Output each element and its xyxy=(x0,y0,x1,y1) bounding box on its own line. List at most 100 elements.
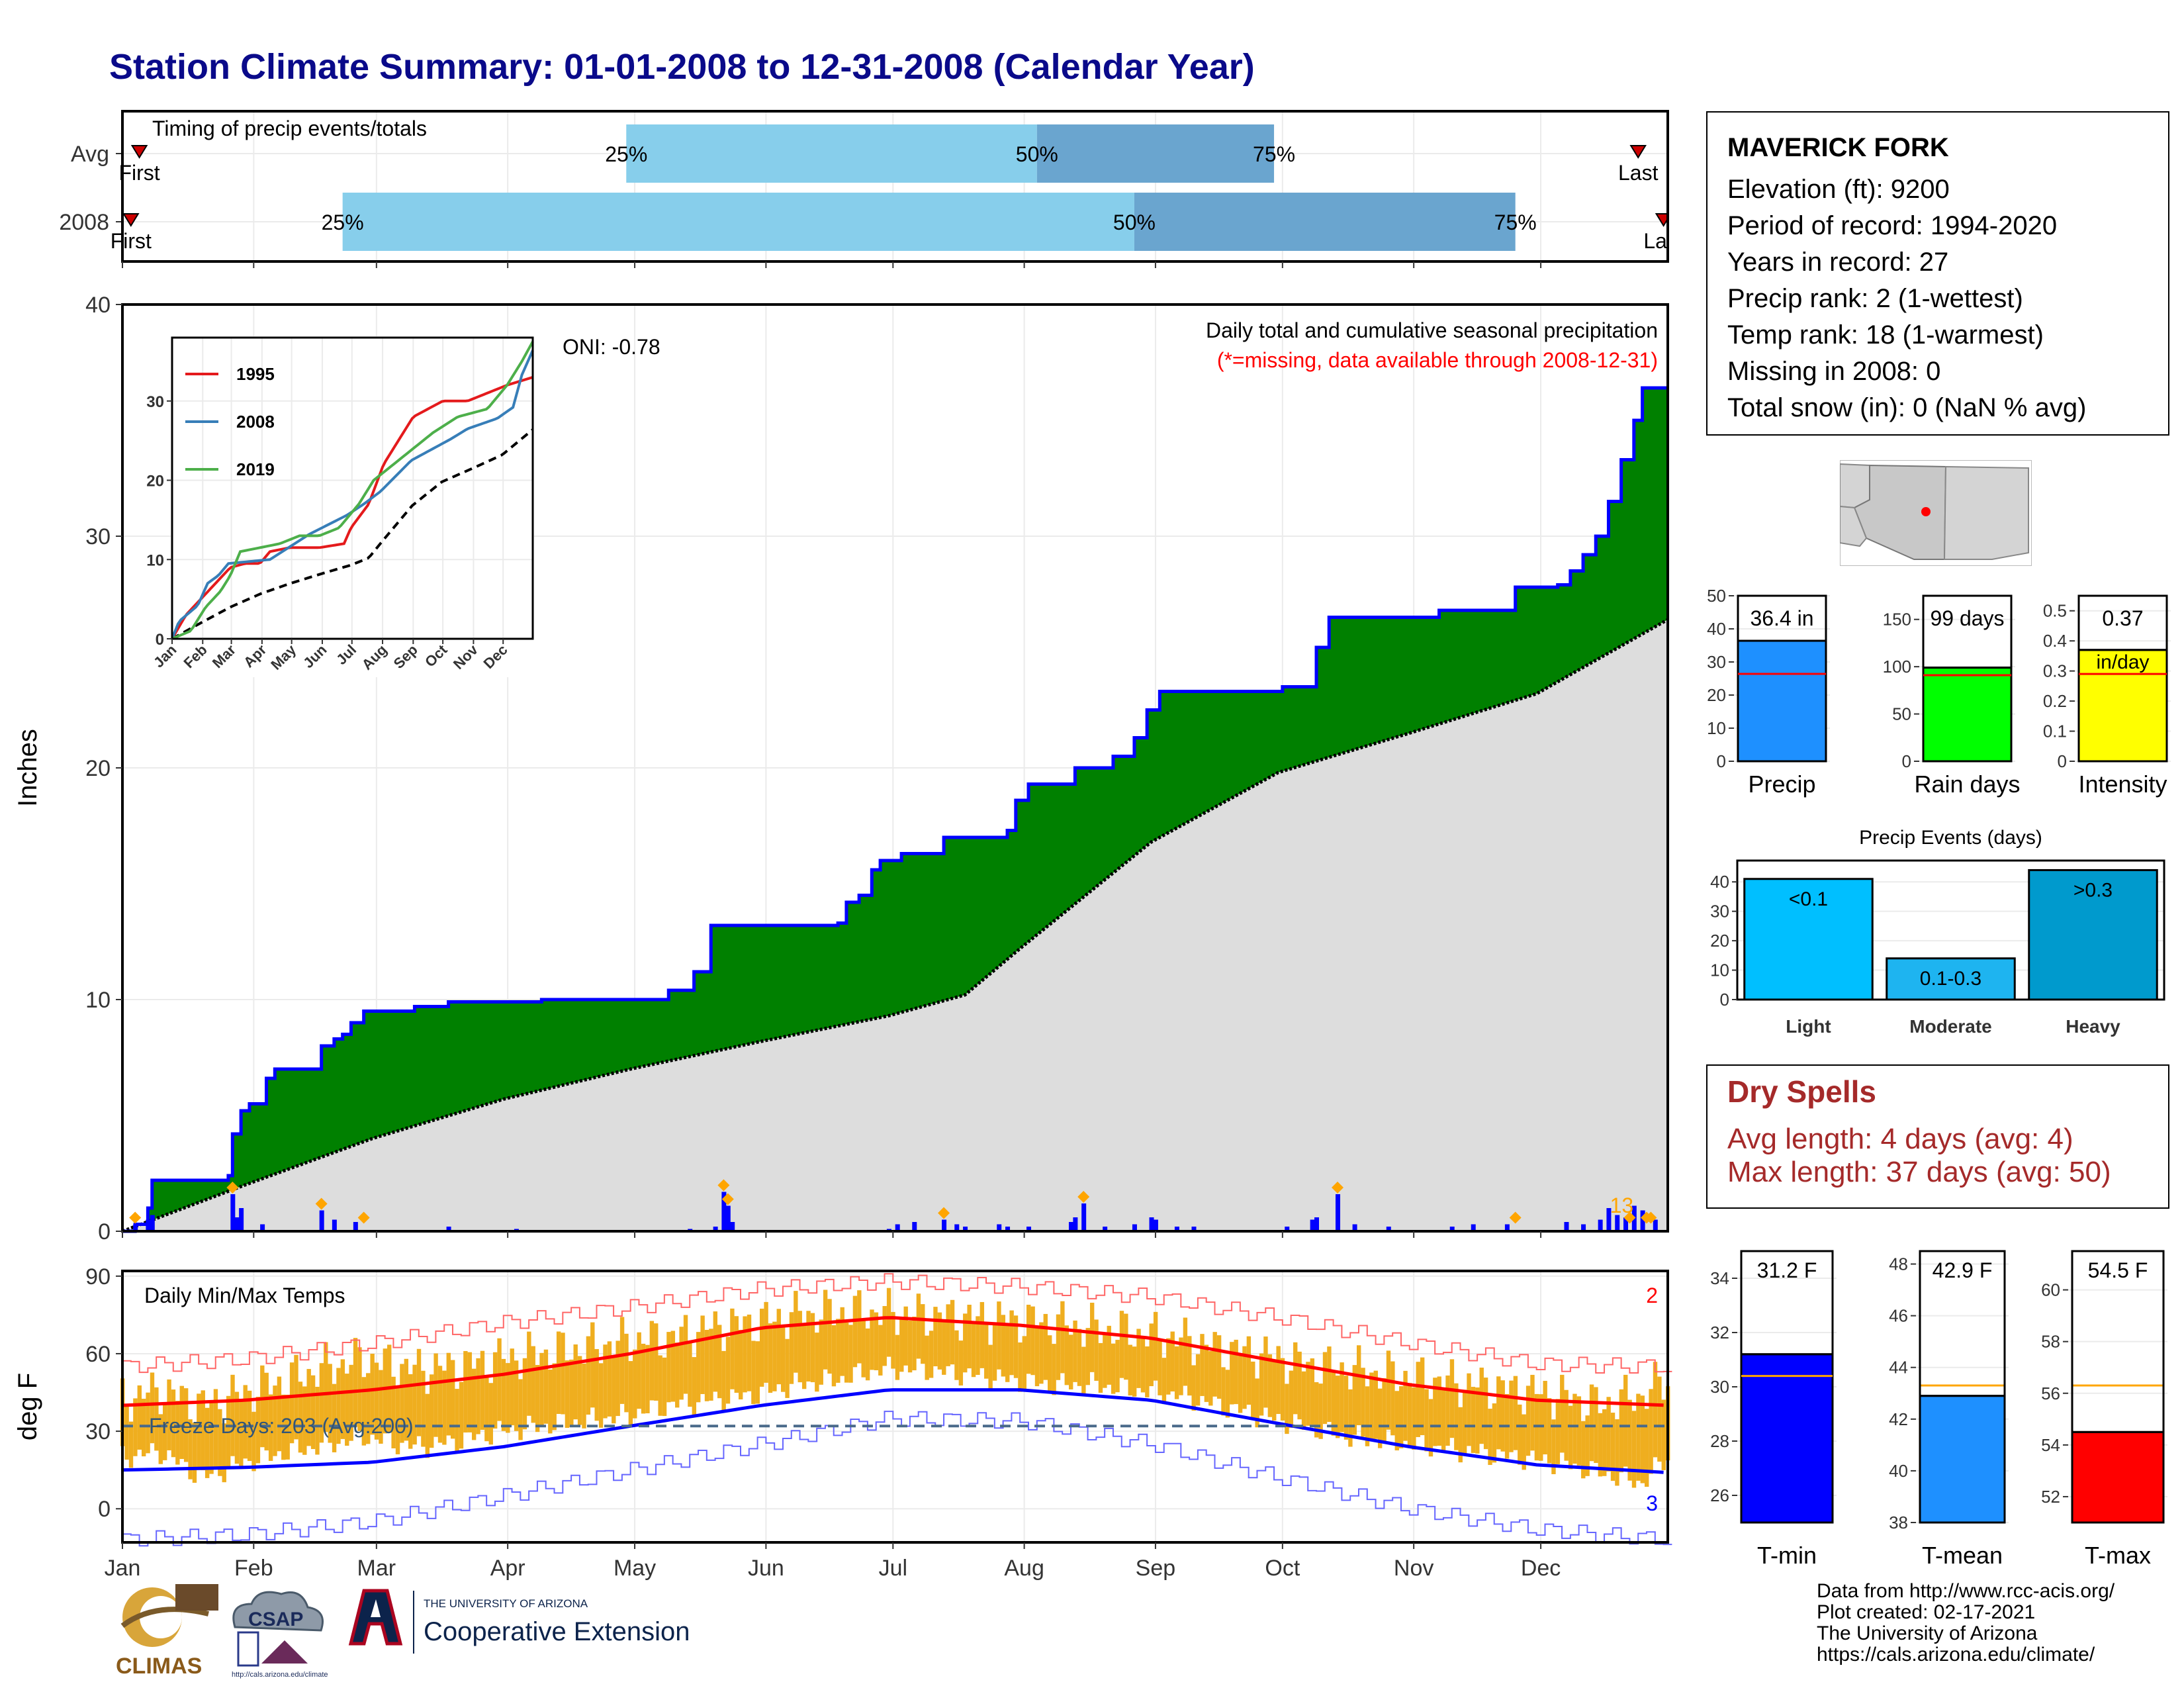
timing-row-label: 2008 xyxy=(59,210,109,235)
temp-range-bar-96 xyxy=(522,1358,527,1430)
temp-range-bar-239 xyxy=(1128,1344,1132,1396)
temp-range-bar-337 xyxy=(1543,1381,1547,1455)
temp-range-bar-57 xyxy=(357,1347,362,1431)
temp-range-bar-130 xyxy=(666,1332,671,1403)
temp-range-bar-3 xyxy=(128,1421,134,1468)
temp-range-bar-176 xyxy=(861,1320,866,1378)
temp-range-bar-111 xyxy=(586,1336,591,1415)
daily-precip-bar-19 xyxy=(912,1222,917,1231)
temp-range-bar-299 xyxy=(1382,1378,1387,1444)
temp-range-bar-287 xyxy=(1331,1372,1336,1436)
temp-range-bar-351 xyxy=(1602,1409,1607,1476)
temp-range-bar-246 xyxy=(1158,1340,1162,1395)
temp-range-bar-124 xyxy=(641,1343,646,1414)
station-years: Years in record: 27 xyxy=(1727,248,1949,277)
temp-range-bar-87 xyxy=(484,1375,489,1442)
temp-range-bar-267 xyxy=(1246,1336,1251,1405)
temp-range-bar-215 xyxy=(1026,1305,1031,1374)
temp-range-bar-148 xyxy=(743,1316,747,1393)
temp-range-bar-344 xyxy=(1572,1393,1577,1464)
temp-range-bar-134 xyxy=(683,1315,688,1394)
timing-label-75: 75% xyxy=(1253,142,1295,166)
temp-range-bar-349 xyxy=(1594,1387,1598,1464)
temp-range-bar-128 xyxy=(658,1355,662,1416)
ua-big-text: Cooperative Extension xyxy=(424,1617,690,1646)
daily-precip-bar-40 xyxy=(1386,1227,1391,1231)
month-label-Mar: Mar xyxy=(357,1556,396,1581)
temp-range-bar-160 xyxy=(794,1291,798,1373)
temp-range-bar-49 xyxy=(324,1342,328,1432)
events-ytick-label-0: 0 xyxy=(1720,990,1729,1009)
station-precip-rank: Precip rank: 2 (1-wettest) xyxy=(1727,284,2023,313)
temps-ytick-label-60: 60 xyxy=(85,1342,111,1367)
temp-range-bar-41 xyxy=(289,1362,295,1444)
temp-range-bar-242 xyxy=(1140,1336,1146,1393)
temp-range-bar-323 xyxy=(1483,1378,1488,1450)
tmean_bar-bar xyxy=(1919,1395,2006,1524)
temp-range-bar-277 xyxy=(1289,1370,1294,1428)
temp-range-bar-268 xyxy=(1251,1361,1255,1419)
month-label-Nov: Nov xyxy=(1394,1556,1433,1581)
precip-marker-2 xyxy=(315,1197,328,1210)
temp-range-bar-362 xyxy=(1649,1389,1653,1474)
tmax_bar-value-label: 54.5 F xyxy=(2088,1258,2148,1282)
temp-range-bar-159 xyxy=(789,1312,794,1384)
temp-range-bar-321 xyxy=(1475,1387,1480,1454)
temp-range-bar-304 xyxy=(1403,1370,1408,1441)
temp-range-bar-212 xyxy=(1013,1315,1019,1378)
credits-line4: https://cals.arizona.edu/climate/ xyxy=(1817,1644,2095,1665)
temp-range-bar-92 xyxy=(506,1363,510,1433)
temp-range-bar-234 xyxy=(1107,1325,1111,1385)
temp-range-bar-248 xyxy=(1166,1338,1171,1395)
credits-line1: Data from http://www.rcc-acis.org/ xyxy=(1817,1580,2115,1602)
temp-range-bar-313 xyxy=(1441,1390,1446,1453)
temp-range-bar-228 xyxy=(1081,1346,1086,1395)
temperature-chart: 0 30 60 90 Jan Feb Mar Apr May Jun Jul Aug Sep Oct Nov… xyxy=(13,1264,1672,1581)
temp-range-bar-196 xyxy=(946,1304,950,1366)
temp-range-bar-114 xyxy=(598,1363,604,1428)
temp-range-bar-276 xyxy=(1285,1383,1289,1434)
intensity-ytick-label: 0.3 xyxy=(2043,661,2067,681)
temp-range-bar-233 xyxy=(1103,1333,1107,1388)
daily-precip-bar-29 xyxy=(1103,1227,1108,1231)
station-temp-rank: Temp rank: 18 (1-warmest) xyxy=(1727,320,2044,350)
temp-range-bar-184 xyxy=(895,1335,900,1380)
temp-range-bar-292 xyxy=(1352,1365,1357,1435)
temp-range-bar-352 xyxy=(1606,1397,1611,1472)
tmin_bar-ytick-label: 30 xyxy=(1710,1377,1729,1397)
temp-range-bar-283 xyxy=(1314,1382,1319,1438)
temp-range-bar-33 xyxy=(255,1397,261,1464)
temp-range-bar-138 xyxy=(700,1315,705,1394)
precip-ytick-label-30: 30 xyxy=(85,524,111,549)
temp-range-bar-307 xyxy=(1416,1362,1420,1437)
temp-range-bar-200 xyxy=(963,1313,968,1373)
temp-range-bar-113 xyxy=(594,1348,599,1421)
daily-precip-bar-52 xyxy=(1653,1219,1658,1231)
temp-range-bar-149 xyxy=(747,1314,752,1391)
temp-range-bar-2 xyxy=(124,1405,129,1460)
temp-range-bar-284 xyxy=(1318,1383,1323,1439)
tmin_bar-bar xyxy=(1740,1353,1834,1524)
precip_total-ytick-label: 40 xyxy=(1707,619,1726,639)
inset-series-1995 xyxy=(171,375,533,640)
temp-range-bar-158 xyxy=(785,1338,790,1398)
temp-range-bar-177 xyxy=(865,1328,870,1381)
temp-range-bar-164 xyxy=(810,1313,815,1383)
precip-ytick-label-20: 20 xyxy=(85,756,111,781)
temp-range-bar-232 xyxy=(1098,1342,1103,1393)
temp-range-bar-226 xyxy=(1073,1320,1077,1382)
precip-ytick-label-0: 0 xyxy=(98,1219,111,1244)
tmean_bar-ytick-label: 48 xyxy=(1889,1254,1908,1274)
temp-range-bar-25 xyxy=(222,1423,226,1483)
temp-range-bar-74 xyxy=(430,1374,434,1448)
temp-range-bar-175 xyxy=(857,1290,862,1364)
temp-range-bar-174 xyxy=(852,1295,858,1368)
timing-frame xyxy=(121,110,1669,263)
daily-precip-bar-33 xyxy=(1174,1227,1179,1231)
temp-range-bar-183 xyxy=(891,1311,895,1369)
tmax_bar-ytick-label: 56 xyxy=(2041,1383,2060,1403)
temp-range-bar-199 xyxy=(958,1340,964,1386)
daily-precip-bar-1 xyxy=(146,1219,151,1231)
tmax_bar-ytick-label: 60 xyxy=(2041,1280,2060,1300)
daily-precip-bar-5 xyxy=(239,1208,244,1231)
